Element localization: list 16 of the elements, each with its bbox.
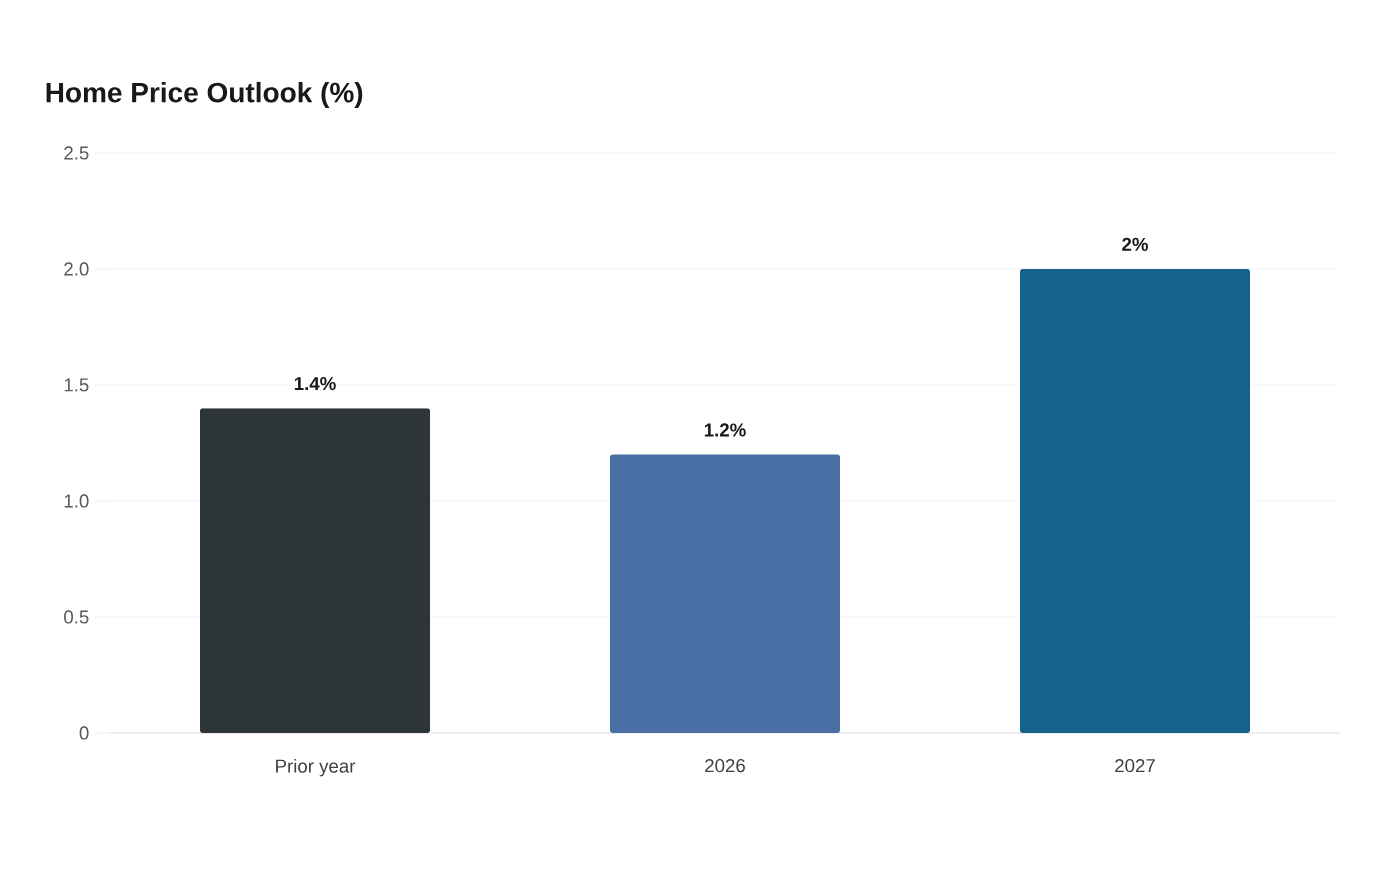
y-tick-label: 2.0	[64, 262, 89, 276]
x-tick-label: 2026	[705, 759, 745, 773]
y-tick-label: 0.5	[64, 610, 89, 624]
y-tick-label: 0	[79, 726, 89, 740]
bar	[200, 408, 430, 733]
bar	[1020, 268, 1251, 733]
data-label: 1.2%	[704, 423, 746, 437]
data-label: 1.4%	[294, 377, 336, 391]
y-tick-label: 2.5	[64, 146, 89, 160]
data-label: 2%	[1122, 237, 1148, 251]
y-tick-label: 1.5	[64, 378, 89, 392]
x-tick-label: 2027	[1115, 759, 1155, 773]
chart-title: Home Price Outlook (%)	[46, 81, 363, 109]
bar	[610, 454, 840, 733]
x-tick-label: Prior year	[276, 759, 356, 777]
y-tick-label: 1.0	[64, 494, 89, 508]
